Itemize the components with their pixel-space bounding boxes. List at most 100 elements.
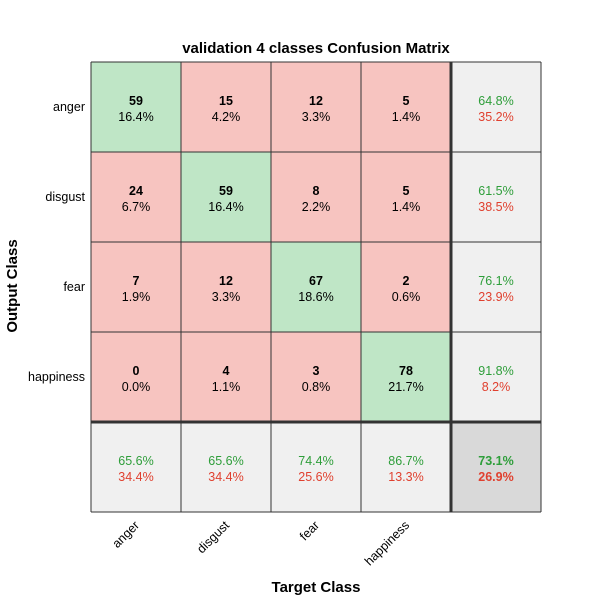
cell-percent-label: 2.2% bbox=[302, 200, 331, 214]
matrix-cell-fill bbox=[91, 332, 181, 422]
cell-percent-label: 0.8% bbox=[302, 380, 331, 394]
column-summary-cell: 65.6% 34.4% bbox=[91, 422, 181, 512]
row-precision-label: 76.1% bbox=[478, 274, 513, 288]
matrix-cell-fill bbox=[91, 62, 181, 152]
output-class-label: happiness bbox=[28, 370, 85, 384]
cell-percent-label: 16.4% bbox=[208, 200, 243, 214]
matrix-cell-fill bbox=[361, 62, 451, 152]
cell-percent-label: 1.4% bbox=[392, 200, 421, 214]
summary-cell-fill bbox=[451, 152, 541, 242]
matrix-cell-fill bbox=[181, 152, 271, 242]
summary-cell-fill bbox=[451, 62, 541, 152]
matrix-cell-fill bbox=[271, 332, 361, 422]
matrix-cell: 24 6.7% bbox=[91, 152, 181, 242]
target-class-label: fear bbox=[297, 518, 322, 543]
cell-count-label: 5 bbox=[403, 94, 410, 108]
column-recall-label: 65.6% bbox=[118, 454, 153, 468]
matrix-cell: 59 16.4% bbox=[181, 152, 271, 242]
cell-count-label: 3 bbox=[313, 364, 320, 378]
summary-cell-fill bbox=[451, 242, 541, 332]
y-axis-label: Output Class bbox=[4, 239, 21, 332]
matrix-cell-fill bbox=[91, 152, 181, 242]
cell-count-label: 7 bbox=[133, 274, 140, 288]
cell-count-label: 2 bbox=[403, 274, 410, 288]
target-class-label: anger bbox=[110, 518, 143, 551]
row-summary-cell: 61.5% 38.5% bbox=[451, 152, 541, 242]
cell-count-label: 59 bbox=[219, 184, 233, 198]
column-summary-cell: 86.7% 13.3% bbox=[361, 422, 451, 512]
column-recall-label: 86.7% bbox=[388, 454, 423, 468]
row-precision-label: 64.8% bbox=[478, 94, 513, 108]
cell-percent-label: 3.3% bbox=[302, 110, 331, 124]
matrix-cell: 67 18.6% bbox=[271, 242, 361, 332]
summary-cell-fill bbox=[91, 422, 181, 512]
matrix-cell: 5 1.4% bbox=[361, 62, 451, 152]
output-class-label: anger bbox=[53, 100, 85, 114]
cell-percent-label: 1.9% bbox=[122, 290, 151, 304]
summary-cell-fill bbox=[271, 422, 361, 512]
cell-count-label: 8 bbox=[313, 184, 320, 198]
cell-percent-label: 6.7% bbox=[122, 200, 151, 214]
row-summary-cell: 76.1% 23.9% bbox=[451, 242, 541, 332]
matrix-cells: 5916.4%154.2%123.3%51.4%246.7%5916.4%82.… bbox=[91, 62, 541, 512]
matrix-cell-fill bbox=[91, 242, 181, 332]
cell-percent-label: 1.4% bbox=[392, 110, 421, 124]
cell-percent-label: 0.6% bbox=[392, 290, 421, 304]
matrix-cell: 12 3.3% bbox=[271, 62, 361, 152]
matrix-cell-fill bbox=[271, 242, 361, 332]
matrix-cell: 15 4.2% bbox=[181, 62, 271, 152]
summary-cell-fill bbox=[181, 422, 271, 512]
cell-percent-label: 16.4% bbox=[118, 110, 153, 124]
column-recall-label: 74.4% bbox=[298, 454, 333, 468]
matrix-cell: 12 3.3% bbox=[181, 242, 271, 332]
overall-accuracy-label: 73.1% bbox=[478, 454, 513, 468]
column-summary-cell: 74.4% 25.6% bbox=[271, 422, 361, 512]
cell-count-label: 67 bbox=[309, 274, 323, 288]
matrix-cell: 0 0.0% bbox=[91, 332, 181, 422]
cell-count-label: 78 bbox=[399, 364, 413, 378]
row-error-label: 38.5% bbox=[478, 200, 513, 214]
target-class-tick-labels: anger disgust fear happiness bbox=[110, 518, 413, 569]
cell-percent-label: 3.3% bbox=[212, 290, 241, 304]
matrix-cell-fill bbox=[181, 332, 271, 422]
matrix-cell-fill bbox=[361, 332, 451, 422]
column-recall-label: 65.6% bbox=[208, 454, 243, 468]
cell-percent-label: 1.1% bbox=[212, 380, 241, 394]
cell-count-label: 59 bbox=[129, 94, 143, 108]
matrix-grid bbox=[90, 61, 542, 513]
cell-count-label: 12 bbox=[219, 274, 233, 288]
matrix-cell-fill bbox=[361, 152, 451, 242]
cell-count-label: 15 bbox=[219, 94, 233, 108]
output-class-tick-labels: anger disgust fear happiness bbox=[28, 100, 86, 384]
overall-accuracy-cell: 73.1% 26.9% bbox=[451, 422, 541, 512]
matrix-cell: 78 21.7% bbox=[361, 332, 451, 422]
summary-cell-fill bbox=[361, 422, 451, 512]
row-summary-cell: 64.8% 35.2% bbox=[451, 62, 541, 152]
column-error-label: 13.3% bbox=[388, 470, 423, 484]
matrix-cell-fill bbox=[271, 152, 361, 242]
matrix-cell-fill bbox=[181, 242, 271, 332]
chart-title: validation 4 classes Confusion Matrix bbox=[182, 40, 450, 57]
matrix-cell: 5 1.4% bbox=[361, 152, 451, 242]
x-axis-label: Target Class bbox=[272, 579, 361, 596]
matrix-cell: 59 16.4% bbox=[91, 62, 181, 152]
target-class-label: disgust bbox=[194, 518, 232, 556]
column-error-label: 34.4% bbox=[208, 470, 243, 484]
column-error-label: 25.6% bbox=[298, 470, 333, 484]
cell-percent-label: 4.2% bbox=[212, 110, 241, 124]
row-precision-label: 61.5% bbox=[478, 184, 513, 198]
cell-percent-label: 21.7% bbox=[388, 380, 423, 394]
cell-percent-label: 0.0% bbox=[122, 380, 151, 394]
summary-cell-fill bbox=[451, 332, 541, 422]
row-error-label: 8.2% bbox=[482, 380, 511, 394]
target-class-label: happiness bbox=[362, 518, 412, 568]
cell-count-label: 12 bbox=[309, 94, 323, 108]
column-error-label: 34.4% bbox=[118, 470, 153, 484]
row-summary-cell: 91.8% 8.2% bbox=[451, 332, 541, 422]
overall-error-label: 26.9% bbox=[478, 470, 513, 484]
matrix-cell-fill bbox=[271, 62, 361, 152]
cell-count-label: 24 bbox=[129, 184, 143, 198]
matrix-cell: 2 0.6% bbox=[361, 242, 451, 332]
column-summary-cell: 65.6% 34.4% bbox=[181, 422, 271, 512]
